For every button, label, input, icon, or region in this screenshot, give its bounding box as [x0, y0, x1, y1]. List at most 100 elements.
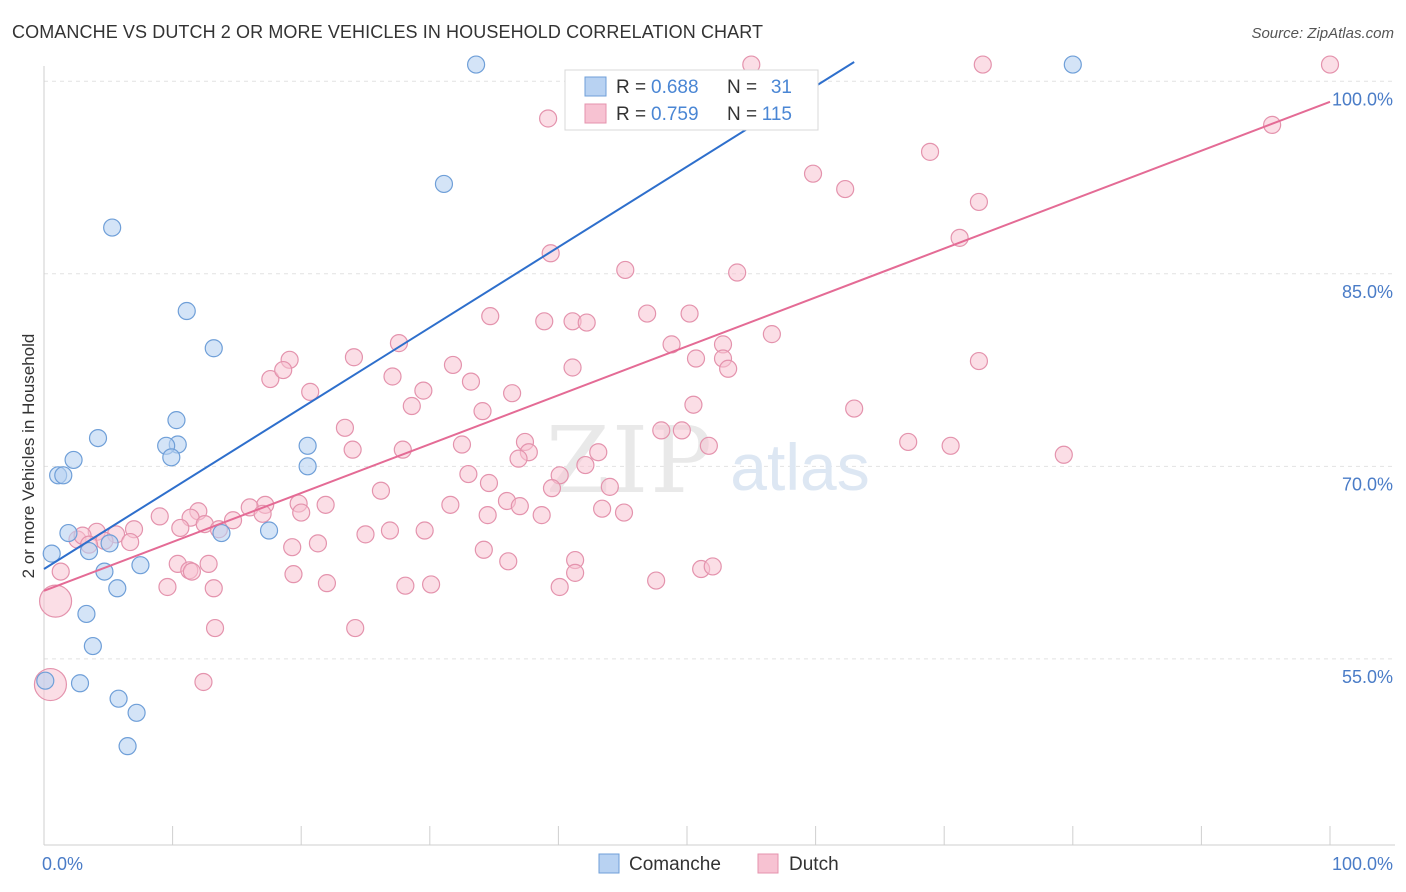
dutch-point [389, 334, 409, 353]
trend-lines [43, 61, 1331, 592]
comanche-point [177, 301, 196, 321]
dutch-point [576, 455, 595, 475]
dutch-point [684, 395, 703, 414]
dutch-point [283, 538, 302, 557]
dutch-point [194, 672, 213, 692]
dutch-point [535, 312, 554, 331]
comanche-point [59, 523, 78, 543]
dutch-point [509, 449, 528, 468]
dutch-point [158, 577, 177, 597]
dutch-point [589, 443, 608, 462]
legend-bottom-label-dutch: Dutch [789, 854, 839, 875]
dutch-point [380, 521, 400, 540]
dutch-point [762, 325, 781, 344]
dutch-point [171, 518, 190, 538]
comanche-point [298, 436, 317, 455]
dutch-point [205, 618, 225, 638]
legend-bottom-swatch-dutch [757, 853, 779, 874]
dutch-point [371, 481, 391, 500]
comanche-point [70, 674, 90, 693]
dutch-point [292, 503, 311, 522]
dutch-point [415, 521, 434, 540]
watermark: ZIP atlas [546, 407, 870, 514]
dutch-points [33, 55, 1340, 702]
dutch-point [616, 260, 635, 280]
dutch-point [150, 507, 169, 526]
legend-n-value-dutch: 115 [762, 104, 792, 125]
dutch-point [346, 618, 365, 638]
dutch-point [383, 367, 402, 386]
dutch-point [973, 55, 992, 74]
dutch-point [652, 421, 671, 440]
tick-labels: 55.0% 70.0% 85.0% 100.0% 0.0% 100.0% [42, 89, 1393, 874]
dutch-point [577, 313, 596, 332]
dutch-point [686, 349, 706, 368]
comanche-point [88, 428, 108, 448]
dutch-point [223, 511, 243, 530]
dutch-point [182, 562, 201, 581]
dutch-point [672, 421, 691, 440]
comanche-point [167, 411, 186, 430]
dutch-point [1263, 115, 1282, 134]
comanche-point [108, 579, 127, 598]
comanche-point [204, 339, 223, 358]
legend-swatch-comanche [584, 76, 607, 97]
y-axis-label: 2 or more Vehicles in Household [19, 334, 38, 579]
comanche-point [42, 544, 61, 563]
correlation-legend: R = 0.688 N = 31 R = 0.759 N = 115 [564, 69, 819, 131]
comanche-point [118, 737, 137, 756]
x-tick-label: 0.0% [42, 854, 83, 874]
dutch-point [899, 432, 918, 452]
dutch-point [199, 554, 218, 573]
dutch-point [920, 142, 940, 161]
dutch-point [593, 499, 612, 518]
comanche-point [298, 457, 317, 476]
dutch-point [719, 359, 738, 378]
comanche-point [259, 521, 279, 540]
dutch-point [836, 179, 855, 199]
dutch-point [317, 574, 337, 593]
comanche-point [100, 534, 119, 553]
comanche-point [54, 466, 73, 485]
dutch-point [393, 440, 412, 459]
dutch-point [969, 351, 989, 371]
dutch-point [335, 418, 355, 437]
dutch-point [474, 540, 493, 559]
dutch-point [356, 525, 375, 544]
dutch-point [452, 435, 472, 454]
dutch-trend-line [43, 100, 1331, 592]
comanche-point [1063, 55, 1082, 74]
y-tick-label: 55.0% [1342, 667, 1393, 687]
comanche-point [162, 448, 181, 467]
legend-swatch-dutch [584, 103, 607, 124]
dutch-point [479, 473, 499, 493]
dutch-point [680, 304, 699, 323]
dutch-point [402, 396, 421, 416]
dutch-point [459, 464, 478, 484]
comanche-point [466, 55, 486, 74]
comanche-point [36, 671, 55, 690]
dutch-point [647, 571, 666, 590]
legend-r-value-comanche: 0.688 [651, 77, 699, 98]
dutch-point [510, 497, 529, 516]
dutch-point [343, 440, 362, 459]
dutch-point [308, 534, 328, 553]
dutch-point [550, 577, 569, 597]
dutch-point [845, 399, 864, 418]
comanche-points [36, 55, 1082, 756]
dutch-point-large [38, 584, 73, 618]
dutch-point [1054, 445, 1073, 464]
dutch-point [284, 565, 303, 584]
comanche-point [83, 636, 102, 656]
dutch-point [473, 402, 492, 421]
dutch-point [461, 372, 481, 391]
comanche-point [434, 174, 454, 194]
dutch-point [532, 506, 551, 525]
series-legend: Comanche Dutch [598, 853, 839, 875]
legend-r-label-dutch: R = [616, 104, 646, 125]
comanche-point [79, 541, 99, 561]
dutch-point [499, 552, 518, 571]
comanche-point [131, 556, 150, 575]
dutch-point [261, 369, 280, 389]
